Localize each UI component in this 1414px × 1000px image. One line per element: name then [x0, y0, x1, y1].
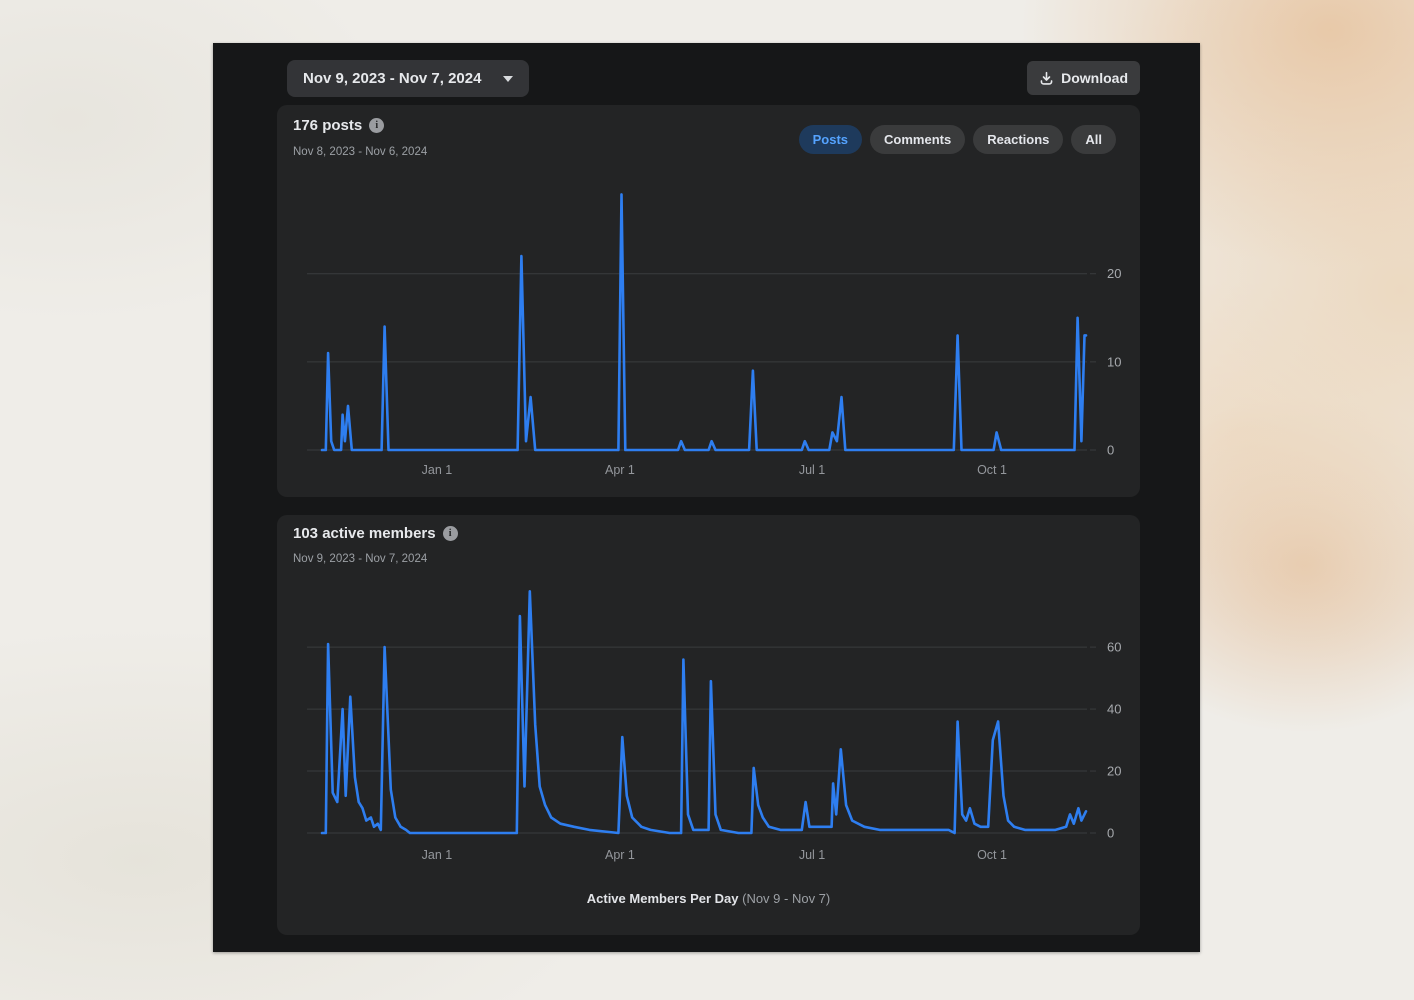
- active-members-card-title: 103 active members i: [293, 525, 458, 542]
- posts-line-chart: 0 10 20 Jan 1 Apr 1 Jul 1 Oct 1: [307, 190, 1140, 490]
- caption-rest-text: (Nov 9 - Nov 7): [738, 891, 831, 906]
- svg-text:60: 60: [1107, 640, 1121, 655]
- active-members-date-range: Nov 9, 2023 - Nov 7, 2024: [293, 553, 428, 565]
- filter-reactions-pill[interactable]: Reactions: [973, 125, 1064, 154]
- posts-date-range: Nov 8, 2023 - Nov 6, 2024: [293, 146, 428, 158]
- filter-posts-pill[interactable]: Posts: [798, 125, 863, 154]
- info-icon[interactable]: i: [442, 526, 458, 541]
- svg-text:Jan 1: Jan 1: [422, 848, 453, 862]
- date-range-selector[interactable]: Nov 9, 2023 - Nov 7, 2024: [287, 60, 530, 97]
- download-icon: [1039, 71, 1054, 86]
- download-button[interactable]: Download: [1027, 61, 1140, 95]
- svg-text:Jul 1: Jul 1: [799, 848, 825, 862]
- svg-text:0: 0: [1107, 443, 1114, 458]
- posts-card-title: 176 posts i: [293, 117, 385, 134]
- filter-comments-pill[interactable]: Comments: [870, 125, 966, 154]
- svg-text:Jul 1: Jul 1: [799, 463, 825, 477]
- chevron-down-icon: [503, 75, 514, 82]
- filter-all-pill[interactable]: All: [1071, 125, 1116, 154]
- svg-text:Oct 1: Oct 1: [977, 848, 1007, 862]
- svg-text:0: 0: [1107, 826, 1114, 841]
- svg-text:20: 20: [1107, 764, 1121, 779]
- chart-caption: Active Members Per Day (Nov 9 - Nov 7): [277, 891, 1140, 906]
- active-members-line-chart: 0 20 40 60 Jan 1 Apr 1 Jul 1 Oct 1: [307, 565, 1140, 873]
- svg-text:Jan 1: Jan 1: [422, 463, 453, 477]
- posts-card: 176 posts i Nov 8, 2023 - Nov 6, 2024 Po…: [277, 105, 1140, 497]
- metric-filter-pills: Posts Comments Reactions All: [798, 125, 1116, 154]
- svg-text:20: 20: [1107, 266, 1121, 281]
- insights-panel: Nov 9, 2023 - Nov 7, 2024 Download 176 p…: [213, 43, 1200, 952]
- svg-text:Apr 1: Apr 1: [605, 848, 635, 862]
- svg-text:40: 40: [1107, 702, 1121, 717]
- posts-count-title: 176 posts: [293, 117, 363, 134]
- svg-text:10: 10: [1107, 354, 1121, 369]
- svg-text:Oct 1: Oct 1: [977, 463, 1007, 477]
- info-icon[interactable]: i: [369, 118, 385, 133]
- active-members-card: 103 active members i Nov 9, 2023 - Nov 7…: [277, 515, 1140, 935]
- date-range-label: Nov 9, 2023 - Nov 7, 2024: [303, 70, 482, 87]
- caption-bold-text: Active Members Per Day: [586, 891, 739, 906]
- download-label: Download: [1061, 70, 1128, 86]
- svg-text:Apr 1: Apr 1: [605, 463, 635, 477]
- active-members-count-title: 103 active members: [293, 525, 436, 542]
